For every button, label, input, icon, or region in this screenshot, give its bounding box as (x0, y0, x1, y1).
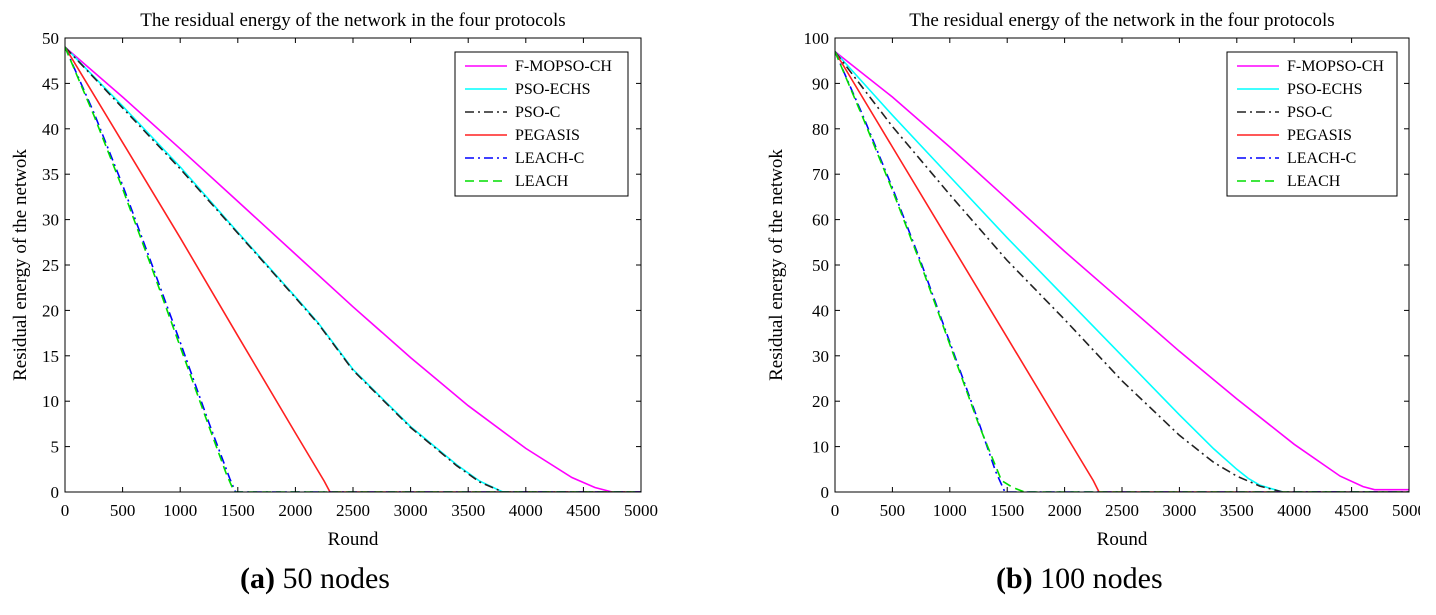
legend-label-pegasis: PEGASIS (1287, 127, 1352, 144)
x-tick-label: 1000 (163, 501, 197, 520)
x-tick-label: 2500 (1105, 501, 1139, 520)
legend-label-leach: LEACH (1287, 173, 1341, 190)
y-tick-label: 100 (804, 29, 830, 48)
y-tick-label: 80 (812, 120, 829, 139)
series-line-leach-c (65, 46, 641, 492)
chart-title: The residual energy of the network in th… (909, 10, 1334, 31)
y-axis-label: Residual energy of the netwok (10, 149, 31, 381)
x-tick-label: 3500 (1220, 501, 1254, 520)
x-tick-label: 4500 (1335, 501, 1369, 520)
y-tick-label: 30 (42, 211, 59, 230)
x-tick-label: 0 (831, 501, 840, 520)
x-tick-label: 2000 (278, 501, 312, 520)
x-tick-label: 1500 (221, 501, 255, 520)
caption-a-letter: (a) (240, 562, 275, 595)
y-tick-label: 5 (51, 438, 60, 457)
x-axis-label: Round (328, 529, 379, 550)
x-tick-label: 3500 (451, 501, 485, 520)
legend-label-pso-c: PSO-C (1287, 104, 1332, 121)
y-tick-label: 25 (42, 256, 59, 275)
y-tick-label: 0 (821, 483, 830, 502)
y-tick-label: 0 (51, 483, 60, 502)
series-line-leach (835, 51, 1409, 492)
x-tick-label: 3000 (394, 501, 428, 520)
y-tick-label: 50 (812, 256, 829, 275)
x-tick-label: 500 (110, 501, 136, 520)
y-tick-label: 40 (812, 301, 829, 320)
y-tick-label: 90 (812, 74, 829, 93)
y-tick-label: 70 (812, 165, 829, 184)
legend-label-pso-echs: PSO-ECHS (1287, 81, 1363, 98)
x-tick-label: 0 (61, 501, 70, 520)
y-axis-label: Residual energy of the netwok (766, 149, 787, 381)
legend-label-leach: LEACH (515, 173, 569, 190)
y-tick-label: 40 (42, 120, 59, 139)
legend-label-leach-c: LEACH-C (515, 150, 584, 167)
legend-label-pso-echs: PSO-ECHS (515, 81, 591, 98)
x-tick-label: 4000 (1277, 501, 1311, 520)
y-tick-label: 10 (42, 392, 59, 411)
x-tick-label: 500 (880, 501, 906, 520)
caption-a-text: 50 nodes (274, 562, 390, 595)
y-tick-label: 20 (812, 392, 829, 411)
series-line-pso-c (835, 51, 1409, 492)
chart-title: The residual energy of the network in th… (140, 10, 565, 31)
x-axis-label: Round (1097, 529, 1148, 550)
x-tick-label: 5000 (624, 501, 658, 520)
y-tick-label: 45 (42, 74, 59, 93)
series-line-pso-echs (835, 51, 1409, 492)
series-line-pegasis (835, 51, 1409, 492)
x-tick-label: 1000 (933, 501, 967, 520)
legend-label-pso-c: PSO-C (515, 104, 560, 121)
x-tick-label: 4500 (566, 501, 600, 520)
y-tick-label: 30 (812, 347, 829, 366)
caption-b: (b) 100 nodes (996, 562, 1163, 596)
caption-b-text: 100 nodes (1032, 562, 1163, 595)
series-line-f-mopso-ch (835, 50, 1409, 491)
chart-b-plot: The residual energy of the network in th… (766, 10, 1420, 550)
y-tick-label: 60 (812, 211, 829, 230)
legend-label-f-mopso-ch: F-MOPSO-CH (515, 58, 612, 75)
series-line-pegasis (65, 46, 641, 492)
x-tick-label: 3000 (1162, 501, 1196, 520)
x-tick-label: 5000 (1392, 501, 1420, 520)
chart-a-plot: The residual energy of the network in th… (10, 10, 658, 550)
series-line-pso-c (65, 46, 641, 492)
legend-label-pegasis: PEGASIS (515, 127, 580, 144)
y-tick-label: 15 (42, 347, 59, 366)
legend-box (454, 51, 629, 197)
caption-a: (a) 50 nodes (240, 562, 390, 596)
x-tick-label: 4000 (509, 501, 543, 520)
legend-label-f-mopso-ch: F-MOPSO-CH (1287, 58, 1384, 75)
legend-box (1226, 51, 1398, 197)
y-tick-label: 10 (812, 438, 829, 457)
caption-b-letter: (b) (996, 562, 1033, 595)
x-tick-label: 1500 (990, 501, 1024, 520)
y-tick-label: 50 (42, 29, 59, 48)
series-line-leach (65, 46, 641, 492)
x-tick-label: 2500 (336, 501, 370, 520)
legend-label-leach-c: LEACH-C (1287, 150, 1356, 167)
x-tick-label: 2000 (1048, 501, 1082, 520)
y-tick-label: 20 (42, 301, 59, 320)
y-tick-label: 35 (42, 165, 59, 184)
